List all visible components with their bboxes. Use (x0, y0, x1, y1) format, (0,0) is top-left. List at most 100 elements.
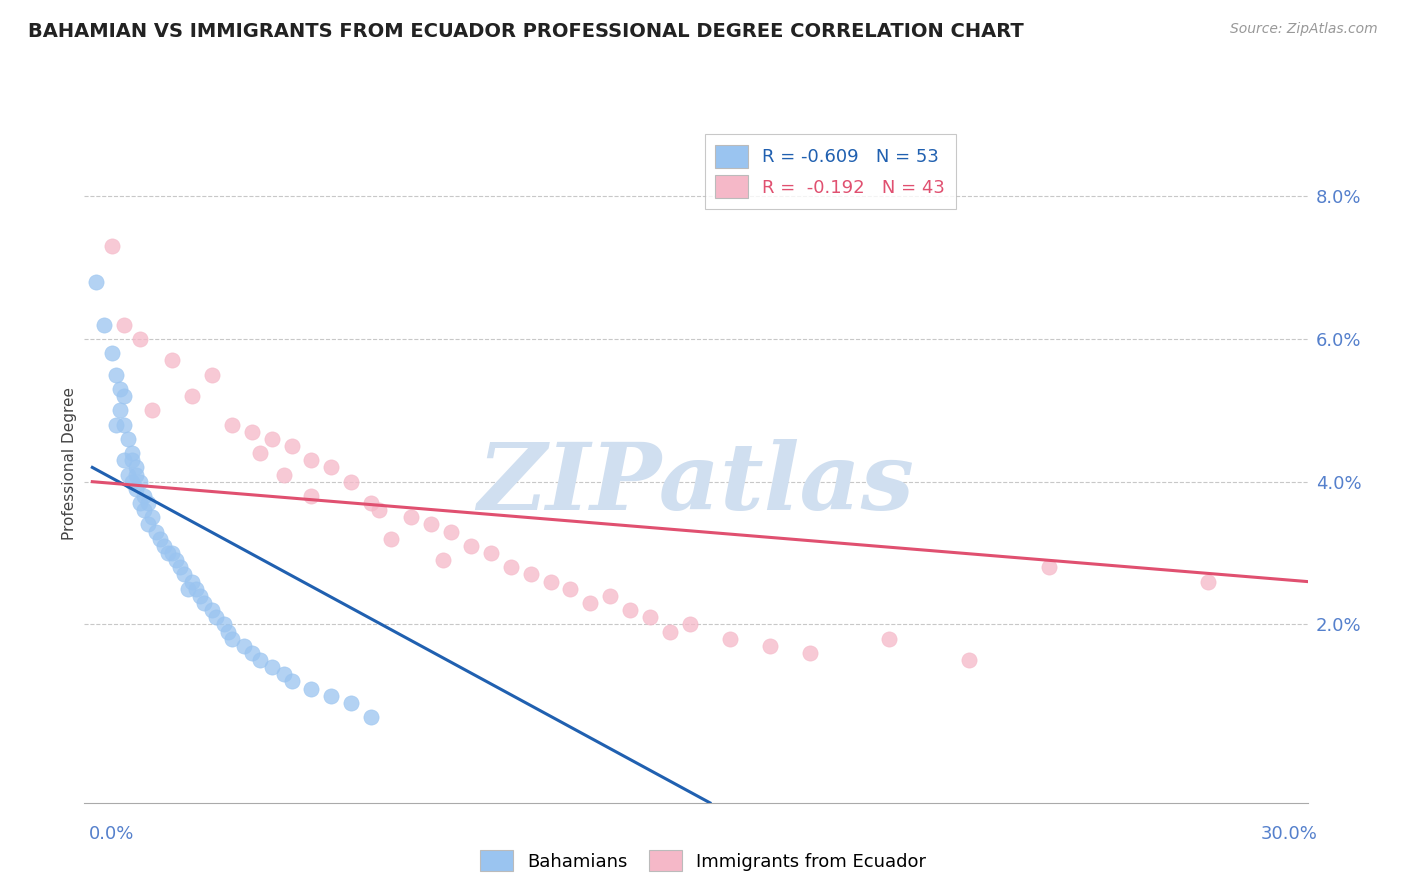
Point (360, 710, 382, 724)
Point (201, 368, 224, 382)
Point (432, 553, 454, 567)
Point (141, 510, 163, 524)
Point (125, 467, 148, 482)
Point (273, 667, 295, 681)
Point (301, 489, 323, 503)
Point (1038, 560, 1060, 574)
Point (117, 467, 139, 482)
Point (136, 496, 159, 510)
Point (149, 532, 172, 546)
Point (659, 624, 682, 639)
Point (679, 617, 702, 632)
Point (280, 439, 302, 453)
Text: 30.0%: 30.0% (1261, 825, 1317, 843)
Point (112, 318, 135, 332)
Point (121, 475, 143, 489)
Point (380, 532, 402, 546)
Point (160, 353, 183, 368)
Point (957, 653, 980, 667)
Point (125, 482, 148, 496)
Point (141, 403, 163, 417)
Point (799, 646, 821, 660)
Point (877, 632, 900, 646)
Point (181, 389, 204, 403)
Point (112, 453, 135, 467)
Point (240, 646, 263, 660)
Point (193, 596, 215, 610)
Point (184, 582, 207, 596)
Point (101, 346, 124, 360)
Point (1197, 574, 1219, 589)
Point (110, 403, 132, 417)
Point (301, 453, 323, 467)
Point (136, 517, 159, 532)
Point (110, 382, 132, 396)
Point (718, 632, 741, 646)
Point (499, 560, 522, 574)
Point (479, 546, 502, 560)
Point (249, 446, 271, 460)
Point (519, 567, 541, 582)
Point (165, 553, 187, 567)
Point (105, 417, 128, 432)
Point (260, 432, 283, 446)
Point (301, 681, 323, 696)
Text: ZIPatlas: ZIPatlas (478, 439, 914, 529)
Point (360, 496, 382, 510)
Point (112, 417, 135, 432)
Point (368, 503, 391, 517)
Legend: R = -0.609   N = 53, R =  -0.192   N = 43: R = -0.609 N = 53, R = -0.192 N = 43 (704, 134, 956, 210)
Point (169, 560, 191, 574)
Point (240, 425, 263, 439)
Point (160, 546, 183, 560)
Point (121, 453, 143, 467)
Point (221, 632, 243, 646)
Point (125, 460, 148, 475)
Point (93, 318, 115, 332)
Point (177, 582, 200, 596)
Point (217, 624, 239, 639)
Point (157, 546, 180, 560)
Point (619, 603, 641, 617)
Point (460, 539, 482, 553)
Text: Source: ZipAtlas.com: Source: ZipAtlas.com (1230, 22, 1378, 37)
Point (205, 610, 228, 624)
Point (129, 496, 152, 510)
Point (134, 489, 156, 503)
Point (560, 582, 582, 596)
Point (321, 689, 343, 703)
Point (129, 332, 152, 346)
Point (145, 524, 167, 539)
Point (340, 475, 363, 489)
Point (153, 539, 176, 553)
Text: 0.0%: 0.0% (89, 825, 134, 843)
Point (273, 467, 295, 482)
Point (181, 574, 204, 589)
Point (212, 617, 235, 632)
Point (440, 524, 463, 539)
Point (105, 368, 128, 382)
Point (232, 639, 254, 653)
Text: BAHAMIAN VS IMMIGRANTS FROM ECUADOR PROFESSIONAL DEGREE CORRELATION CHART: BAHAMIAN VS IMMIGRANTS FROM ECUADOR PROF… (28, 22, 1024, 41)
Point (260, 660, 283, 674)
Point (540, 574, 562, 589)
Point (129, 475, 152, 489)
Point (221, 417, 243, 432)
Point (86, 275, 108, 289)
Point (280, 674, 302, 689)
Point (579, 596, 602, 610)
Point (340, 696, 363, 710)
Point (599, 589, 621, 603)
Point (101, 239, 124, 253)
Point (112, 389, 135, 403)
Point (321, 460, 343, 475)
Point (399, 510, 422, 524)
Point (117, 432, 139, 446)
Point (134, 503, 156, 517)
Point (201, 603, 224, 617)
Point (188, 589, 211, 603)
Point (638, 610, 661, 624)
Point (173, 567, 195, 582)
Point (121, 446, 143, 460)
Legend: Bahamians, Immigrants from Ecuador: Bahamians, Immigrants from Ecuador (472, 843, 934, 879)
